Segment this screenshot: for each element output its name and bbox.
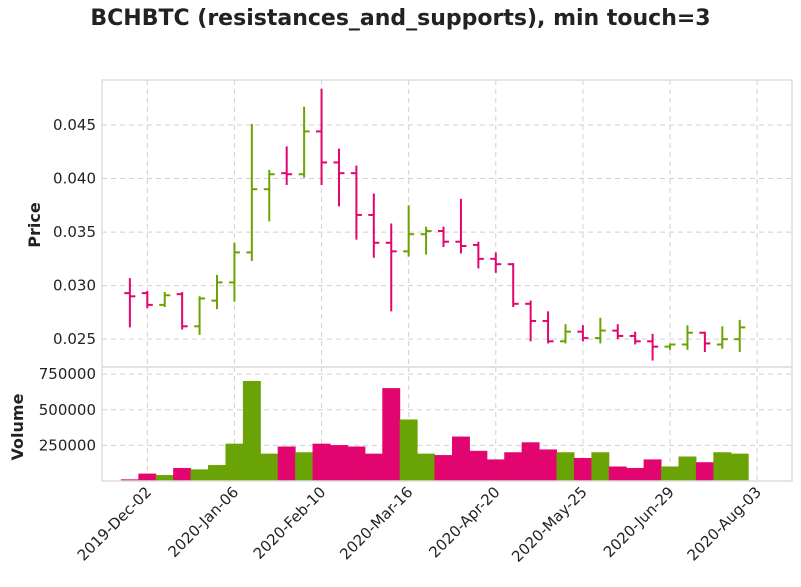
volume-bar — [417, 453, 436, 482]
volume-bar — [190, 469, 209, 482]
ohlc-bar — [228, 242, 240, 302]
ohlc-bar — [559, 324, 571, 344]
volume-bar — [661, 466, 679, 482]
ohlc-bar — [699, 331, 711, 353]
ohlc-bar — [507, 263, 519, 308]
ohlc-bar — [385, 223, 397, 312]
price-tick-label: 0.030 — [53, 277, 96, 295]
volume-bar — [539, 449, 558, 482]
x-tick-label: 2020-Mar-16 — [336, 483, 416, 563]
volume-bar — [242, 381, 261, 482]
volume-bar — [347, 446, 366, 482]
ohlc-bar — [525, 300, 537, 342]
x-tick-label: 2020-May-25 — [508, 483, 591, 566]
ohlc-bar — [734, 319, 746, 353]
volume-bar — [469, 450, 488, 482]
volume-bar — [591, 452, 610, 482]
ohlc-bar — [664, 343, 676, 350]
ohlc-bar — [333, 148, 345, 207]
price-tick-label: 0.040 — [53, 170, 96, 188]
x-tick-label: 2020-Jan-06 — [164, 483, 242, 561]
ohlc-bars — [124, 88, 746, 361]
ohlc-bar — [141, 290, 153, 309]
volume-bar — [330, 445, 348, 482]
ohlc-bar — [194, 296, 206, 335]
price-tick-labels: 0.025 0.030 0.035 0.040 0.045 — [53, 116, 96, 348]
ohlc-bar — [438, 226, 450, 248]
ohlc-bar — [211, 274, 223, 310]
ohlc-bar — [612, 324, 624, 340]
ohlc-bar — [472, 241, 484, 269]
volume-bar — [713, 452, 732, 482]
ohlc-bar — [629, 331, 641, 345]
ohlc-bar — [681, 325, 693, 350]
ohlc-bar — [455, 198, 467, 254]
chart-title: BCHBTC (resistances_and_supports), min t… — [90, 6, 711, 31]
x-tick-label: 2020-Apr-20 — [425, 483, 503, 561]
volume-axis-label: Volume — [8, 393, 27, 460]
volume-bar — [434, 455, 453, 482]
x-tick-label: 2020-Jun-29 — [600, 483, 678, 561]
volume-panel-frame — [101, 366, 793, 482]
x-tick-label: 2020-Aug-03 — [684, 483, 765, 564]
volume-bar — [573, 457, 592, 482]
volume-tick-label: 500000 — [39, 401, 96, 419]
price-tick-label: 0.035 — [53, 223, 96, 241]
price-grid — [102, 80, 792, 367]
ohlc-bar — [281, 146, 293, 185]
volume-bar — [312, 443, 331, 482]
x-tick-label: 2020-Feb-10 — [250, 483, 330, 563]
volume-bar — [678, 456, 697, 482]
volume-bar — [486, 459, 505, 482]
ohlc-bar — [298, 106, 310, 178]
volume-bar — [399, 419, 418, 482]
ohlc-bar — [577, 325, 589, 342]
volume-tick-labels: 250000 500000 750000 — [39, 365, 96, 454]
ohlc-bar — [716, 326, 728, 349]
ohlc-bar — [159, 292, 171, 308]
ohlc-bar — [263, 169, 275, 222]
volume-bar — [138, 473, 157, 482]
volume-bar — [556, 452, 575, 482]
volume-bar — [626, 467, 645, 482]
ohlc-bar — [594, 317, 606, 344]
price-axis-label: Price — [25, 202, 44, 248]
volume-bar — [155, 475, 174, 482]
volume-bar — [295, 452, 314, 482]
volume-bar — [382, 388, 401, 482]
volume-bar — [208, 465, 226, 482]
x-tick-label: 2019-Dec-02 — [74, 483, 155, 564]
ohlc-bar — [176, 292, 188, 330]
volume-bar — [504, 452, 523, 482]
volume-bar — [364, 453, 383, 482]
volume-bar — [173, 467, 192, 482]
volume-bar — [260, 453, 279, 482]
ohlc-bar — [647, 333, 659, 361]
ohlc-bar — [246, 123, 258, 261]
ohlc-bar — [316, 88, 328, 185]
ohlc-bar — [368, 193, 380, 258]
volume-bar — [730, 453, 749, 482]
volume-bar — [451, 436, 470, 482]
ohlc-bar — [124, 278, 136, 328]
price-tick-label: 0.025 — [53, 330, 96, 348]
volume-tick-label: 250000 — [39, 436, 96, 454]
volume-tick-label: 750000 — [39, 365, 96, 383]
price-tick-label: 0.045 — [53, 116, 96, 134]
volume-bar — [643, 459, 662, 482]
ohlc-bar — [542, 311, 554, 344]
volume-bars — [120, 381, 749, 482]
volume-bar — [225, 443, 244, 482]
ohlc-bar — [490, 252, 502, 273]
volume-bar — [608, 466, 627, 482]
ohlc-bar — [403, 205, 415, 257]
volume-bar — [521, 442, 540, 482]
price-panel-frame — [101, 79, 793, 368]
volume-bar — [277, 446, 296, 482]
ohlc-bar — [350, 165, 362, 240]
ohlc-bar — [420, 226, 432, 255]
volume-bar — [695, 462, 714, 482]
x-tick-labels: 2019-Dec-02 2020-Jan-06 2020-Feb-10 2020-Ma… — [74, 483, 765, 566]
